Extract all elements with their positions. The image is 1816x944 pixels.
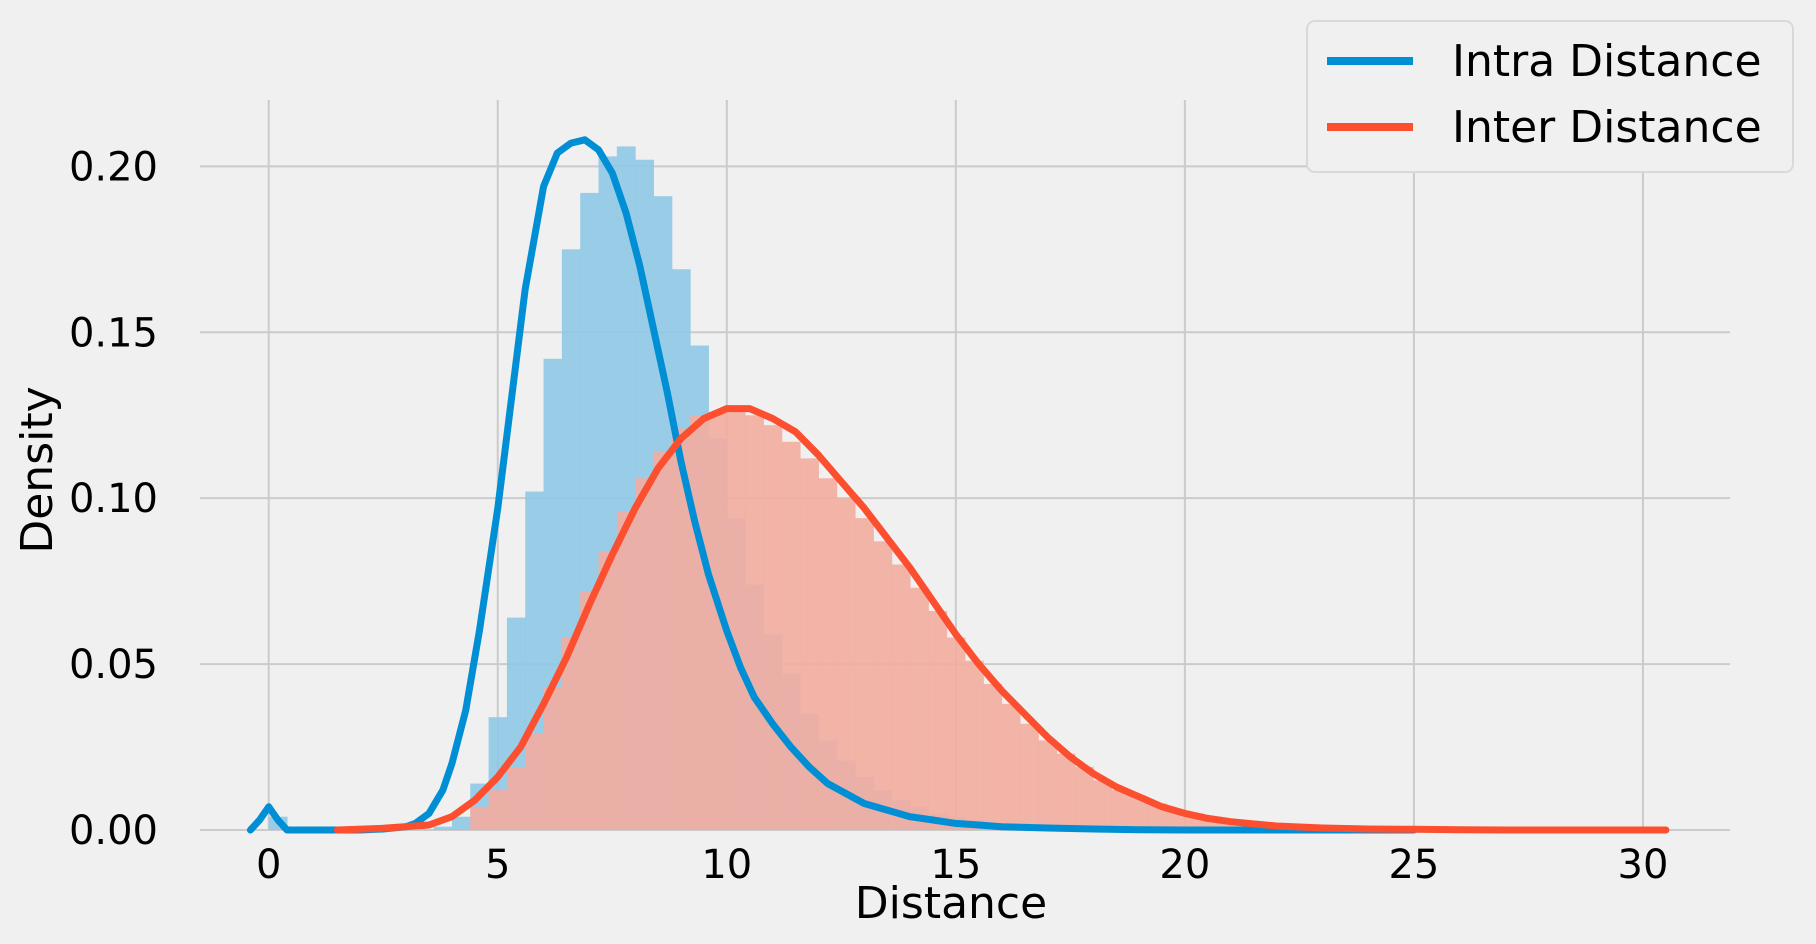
x-tick-label: 0 xyxy=(256,842,281,888)
x-tick-label: 5 xyxy=(485,842,510,888)
inter-distance-hist-bar xyxy=(1038,740,1058,830)
inter-distance-hist-bar xyxy=(616,511,636,830)
inter-distance-hist-bar xyxy=(1093,780,1113,830)
inter-distance-hist-bar xyxy=(1129,796,1149,830)
inter-distance-hist-bar xyxy=(653,451,673,830)
inter-distance-hist-bar xyxy=(708,411,728,830)
inter-distance-hist-bar xyxy=(891,564,911,830)
inter-distance-hist-bar xyxy=(543,687,563,830)
inter-distance-hist-bar xyxy=(745,415,764,830)
inter-distance-hist-bar xyxy=(781,441,801,830)
y-tick-label: 0.10 xyxy=(69,476,158,522)
x-tick-label: 25 xyxy=(1388,842,1439,888)
y-tick-label: 0.00 xyxy=(69,808,158,854)
inter-distance-kde-line xyxy=(333,405,1670,834)
inter-distance-hist-bar xyxy=(1001,703,1021,830)
inter-distance-hist-bar xyxy=(506,766,526,830)
inter-distance-hist-bar xyxy=(671,428,691,830)
inter-distance-hist-bar xyxy=(598,551,618,830)
histograms xyxy=(268,146,1351,831)
inter-distance-hist-bar xyxy=(763,425,783,830)
legend-label-intra: Intra Distance xyxy=(1452,36,1762,87)
inter-distance-hist-bar xyxy=(1111,790,1131,830)
inter-distance-hist-bar xyxy=(800,458,819,830)
inter-distance-hist-bar xyxy=(1019,723,1039,830)
x-tick-label: 10 xyxy=(701,842,752,888)
x-tick-label: 15 xyxy=(930,842,981,888)
x-tick-label: 30 xyxy=(1618,842,1669,888)
y-tick-label: 0.05 xyxy=(69,642,158,688)
inter-distance-hist-bar xyxy=(983,684,1003,830)
tick-labels: 0 5 10 15 20 25 30 0.00 0.05 0.10 0.15 0.20 xyxy=(69,144,1668,888)
inter-distance-hist-bar xyxy=(1056,753,1076,830)
inter-distance-hist-bar xyxy=(488,790,508,830)
inter-distance-hist-bar xyxy=(690,415,709,830)
inter-distance-hist-bar xyxy=(818,478,838,830)
inter-distance-hist-bar xyxy=(928,611,948,830)
legend-box xyxy=(1306,20,1794,173)
inter-distance-hist-bar xyxy=(965,660,984,830)
x-tick-label: 20 xyxy=(1159,842,1210,888)
inter-distance-hist-bar xyxy=(525,733,545,830)
inter-distance-hist-bar xyxy=(1074,766,1094,830)
legend: Intra Distance Inter Distance xyxy=(1306,20,1794,173)
inter-distance-hist-bar xyxy=(946,637,966,830)
inter-distance-hist-bar xyxy=(580,591,600,830)
inter-distance-hist-bar xyxy=(910,587,929,830)
y-tick-label: 0.20 xyxy=(69,144,158,190)
kde-curves xyxy=(246,136,1670,834)
inter-distance-hist-bar xyxy=(561,637,581,830)
inter-distance-hist-bar xyxy=(635,478,655,830)
inter-distance-hist-bar xyxy=(470,806,490,830)
inter-distance-hist-bar xyxy=(726,411,746,830)
intra-distance-hist-bar xyxy=(451,816,471,830)
inter-distance-hist-bar xyxy=(855,518,874,830)
inter-distance-hist-bar xyxy=(873,541,893,830)
y-axis-title: Density xyxy=(12,386,63,553)
intra-distance-hist-bar xyxy=(433,826,453,830)
y-tick-label: 0.15 xyxy=(69,310,158,356)
x-axis-title: Distance xyxy=(855,878,1047,929)
legend-label-inter: Inter Distance xyxy=(1452,102,1762,153)
inter-distance-hist-bar xyxy=(836,498,856,830)
